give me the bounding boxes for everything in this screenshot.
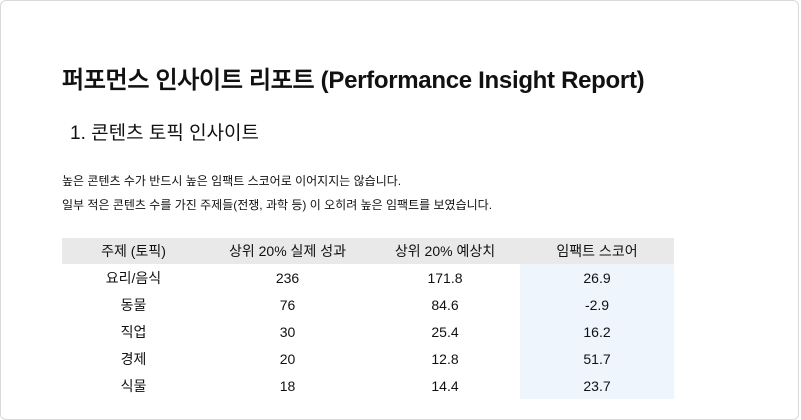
table-cell: 동물: [120, 296, 147, 313]
table-cell: 요리/음식: [105, 269, 162, 286]
table-body: 요리/음식 236 171.8 26.9 동물 76 84.6 -2.9 직업 30 25.4 16.…: [62, 264, 674, 399]
section-title: 1. 콘텐츠 토픽 인사이트: [70, 123, 260, 144]
table-cell: 18: [279, 377, 296, 394]
table-cell: 30: [279, 323, 296, 340]
table-cell: 171.8: [427, 269, 463, 286]
table-cell: 26.9: [520, 264, 674, 291]
table-cell: 23.7: [520, 372, 674, 399]
table-cell: 51.7: [520, 345, 674, 372]
report-title: 퍼포먼스 인사이트 리포트 (Performance Insight Repor…: [62, 67, 645, 94]
table-cell: 직업: [120, 323, 147, 340]
table-cell: 76: [279, 296, 296, 313]
table-cell: 20: [279, 350, 296, 367]
table-cell: 25.4: [431, 323, 459, 340]
paragraph: 높은 콘텐츠 수가 반드시 높은 임팩트 스코어로 이어지지는 않습니다.: [62, 174, 402, 188]
table-cell: 14.4: [431, 377, 459, 394]
column-header: 주제 (토픽): [62, 238, 205, 264]
header-row: 주제 (토픽) 상위 20% 실제 성과 상위 20% 예상치 임팩트 스코어: [62, 238, 674, 264]
table-row: 경제 20 12.8 51.7: [62, 345, 674, 372]
table-row: 식물 18 14.4 23.7: [62, 372, 674, 399]
insight-table: 주제 (토픽) 상위 20% 실제 성과 상위 20% 예상치 임팩트 스코어 요리/…: [62, 238, 674, 399]
table-cell: 84.6: [431, 296, 459, 313]
table-cell: 경제: [120, 350, 147, 367]
table-row: 동물 76 84.6 -2.9: [62, 291, 674, 318]
paragraph: 일부 적은 콘텐츠 수를 가진 주제들(전쟁, 과학 등) 이 오히려 높은 임…: [62, 198, 493, 212]
table-row: 요리/음식 236 171.8 26.9: [62, 264, 674, 291]
table-cell: 236: [275, 269, 300, 286]
table-cell: 12.8: [431, 350, 459, 367]
table-row: 직업 30 25.4 16.2: [62, 318, 674, 345]
table-cell: 16.2: [520, 318, 674, 345]
table-cell: 식물: [120, 377, 147, 394]
column-header: 상위 20% 실제 성과: [205, 238, 370, 264]
table-cell: -2.9: [520, 291, 674, 318]
column-header: 상위 20% 예상치: [370, 238, 520, 264]
column-header: 임팩트 스코어: [520, 238, 674, 264]
